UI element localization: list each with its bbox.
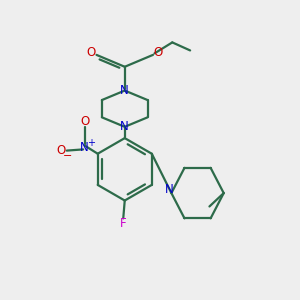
Text: −: − xyxy=(62,151,72,161)
Text: N: N xyxy=(120,84,129,97)
Text: +: + xyxy=(87,138,95,148)
Text: N: N xyxy=(80,140,89,154)
Text: O: O xyxy=(56,144,66,157)
Text: O: O xyxy=(154,46,163,59)
Text: O: O xyxy=(86,46,96,59)
Text: F: F xyxy=(120,217,127,230)
Text: N: N xyxy=(120,120,129,133)
Text: O: O xyxy=(80,115,89,128)
Text: N: N xyxy=(165,183,173,196)
